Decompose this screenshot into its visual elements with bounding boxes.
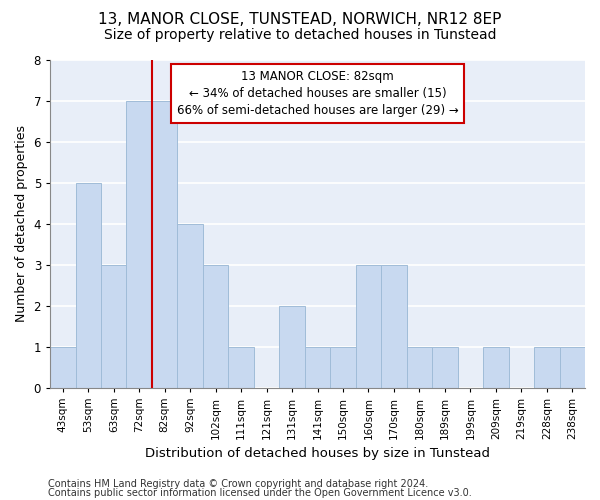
Bar: [330, 346, 356, 388]
Bar: [356, 264, 381, 388]
Bar: [305, 346, 330, 388]
Text: Size of property relative to detached houses in Tunstead: Size of property relative to detached ho…: [104, 28, 496, 42]
Bar: [178, 224, 203, 388]
Bar: [50, 346, 76, 388]
Bar: [203, 264, 229, 388]
Text: Contains HM Land Registry data © Crown copyright and database right 2024.: Contains HM Land Registry data © Crown c…: [48, 479, 428, 489]
Bar: [483, 346, 509, 388]
Bar: [560, 346, 585, 388]
Text: 13, MANOR CLOSE, TUNSTEAD, NORWICH, NR12 8EP: 13, MANOR CLOSE, TUNSTEAD, NORWICH, NR12…: [98, 12, 502, 28]
Bar: [381, 264, 407, 388]
Text: 13 MANOR CLOSE: 82sqm
← 34% of detached houses are smaller (15)
66% of semi-deta: 13 MANOR CLOSE: 82sqm ← 34% of detached …: [176, 70, 458, 117]
Bar: [101, 264, 127, 388]
Y-axis label: Number of detached properties: Number of detached properties: [15, 126, 28, 322]
Bar: [432, 346, 458, 388]
Bar: [534, 346, 560, 388]
Bar: [280, 306, 305, 388]
Bar: [229, 346, 254, 388]
X-axis label: Distribution of detached houses by size in Tunstead: Distribution of detached houses by size …: [145, 447, 490, 460]
Bar: [127, 101, 152, 388]
Bar: [76, 183, 101, 388]
Bar: [407, 346, 432, 388]
Bar: [152, 101, 178, 388]
Text: Contains public sector information licensed under the Open Government Licence v3: Contains public sector information licen…: [48, 488, 472, 498]
